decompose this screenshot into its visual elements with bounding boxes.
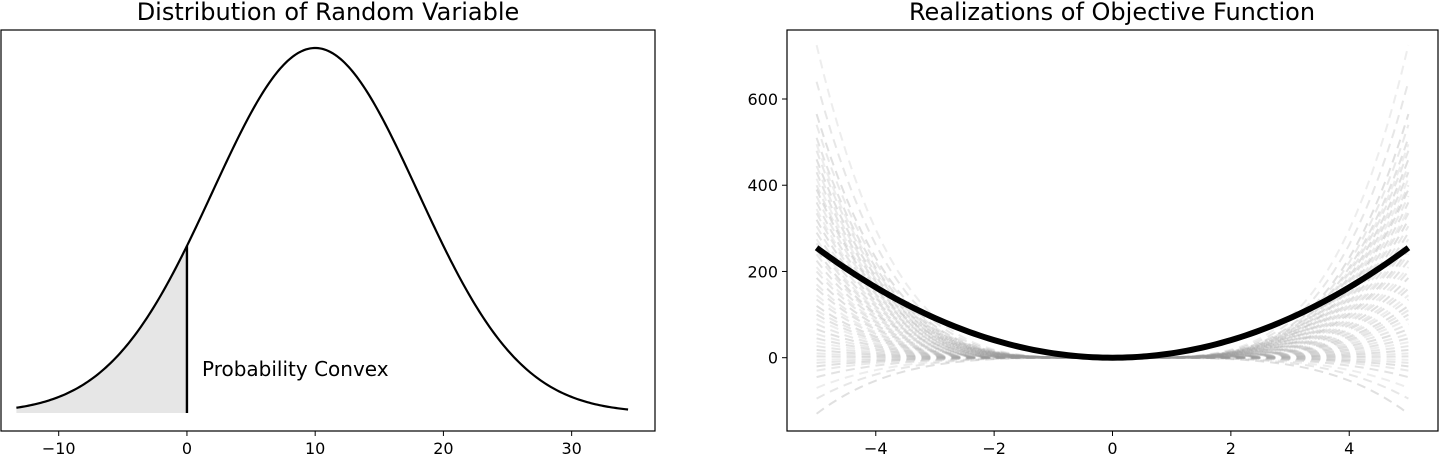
left-shaded-region [16,245,187,413]
x-tick-label: 4 [1344,439,1354,458]
right-plot-frame [786,29,1439,432]
realization-curve [816,356,1409,415]
realization-curve [815,202,1410,359]
realization-curve [815,238,1410,359]
x-tick-label: −10 [42,439,76,458]
y-tick-label: 600 [747,90,778,109]
realization-curve [815,260,1410,359]
y-tick-label: 200 [747,262,778,281]
realization-curve [816,333,1409,359]
realization-curve [816,356,1409,389]
x-tick-label: 10 [305,439,325,458]
realization-curve [815,232,1410,359]
realization-curve [815,287,1410,359]
realization-curve [816,356,1409,400]
realization-curve [816,328,1409,359]
left-x-ticks: −10 0 10 20 30 [42,431,582,458]
right-mean-group [814,245,1411,361]
right-x-ticks: −4 −2 0 2 4 [864,431,1354,458]
right-chart-title: Realizations of Objective Function [909,0,1315,26]
left-chart: Distribution of Random Variable −10 0 10 20… [0,0,656,458]
realization-curve [815,189,1410,359]
x-tick-label: 30 [561,439,581,458]
left-plot-frame [0,29,656,432]
right-chart: Realizations of Objective Function −4 −2 0… [747,0,1439,458]
realization-curve [816,348,1409,359]
shaded-area [16,245,187,413]
mean-curve [814,245,1411,361]
x-tick-label: 0 [182,439,192,458]
realization-curve [816,352,1409,359]
left-chart-title: Distribution of Random Variable [137,0,520,26]
realization-curve [815,208,1410,359]
x-tick-label: 0 [1107,439,1117,458]
left-curve-group [16,46,629,413]
y-tick-label: 0 [768,349,778,368]
realization-curve [815,212,1410,359]
x-tick-label: −2 [982,439,1006,458]
pdf-curve [16,46,629,411]
realization-curve [815,150,1410,359]
realization-curve [815,283,1410,359]
realization-curve [816,356,1409,364]
realization-curve [816,356,1409,361]
x-tick-label: 2 [1226,439,1236,458]
realization-curve [815,171,1410,359]
y-tick-label: 400 [747,176,778,195]
realization-curve [816,356,1409,368]
x-tick-label: 20 [433,439,453,458]
realization-curve [816,355,1409,359]
left-annotation: Probability Convex [202,357,389,381]
realization-curve [815,294,1410,359]
right-y-ticks: 0 200 400 600 [747,90,787,368]
x-tick-label: −4 [864,439,888,458]
